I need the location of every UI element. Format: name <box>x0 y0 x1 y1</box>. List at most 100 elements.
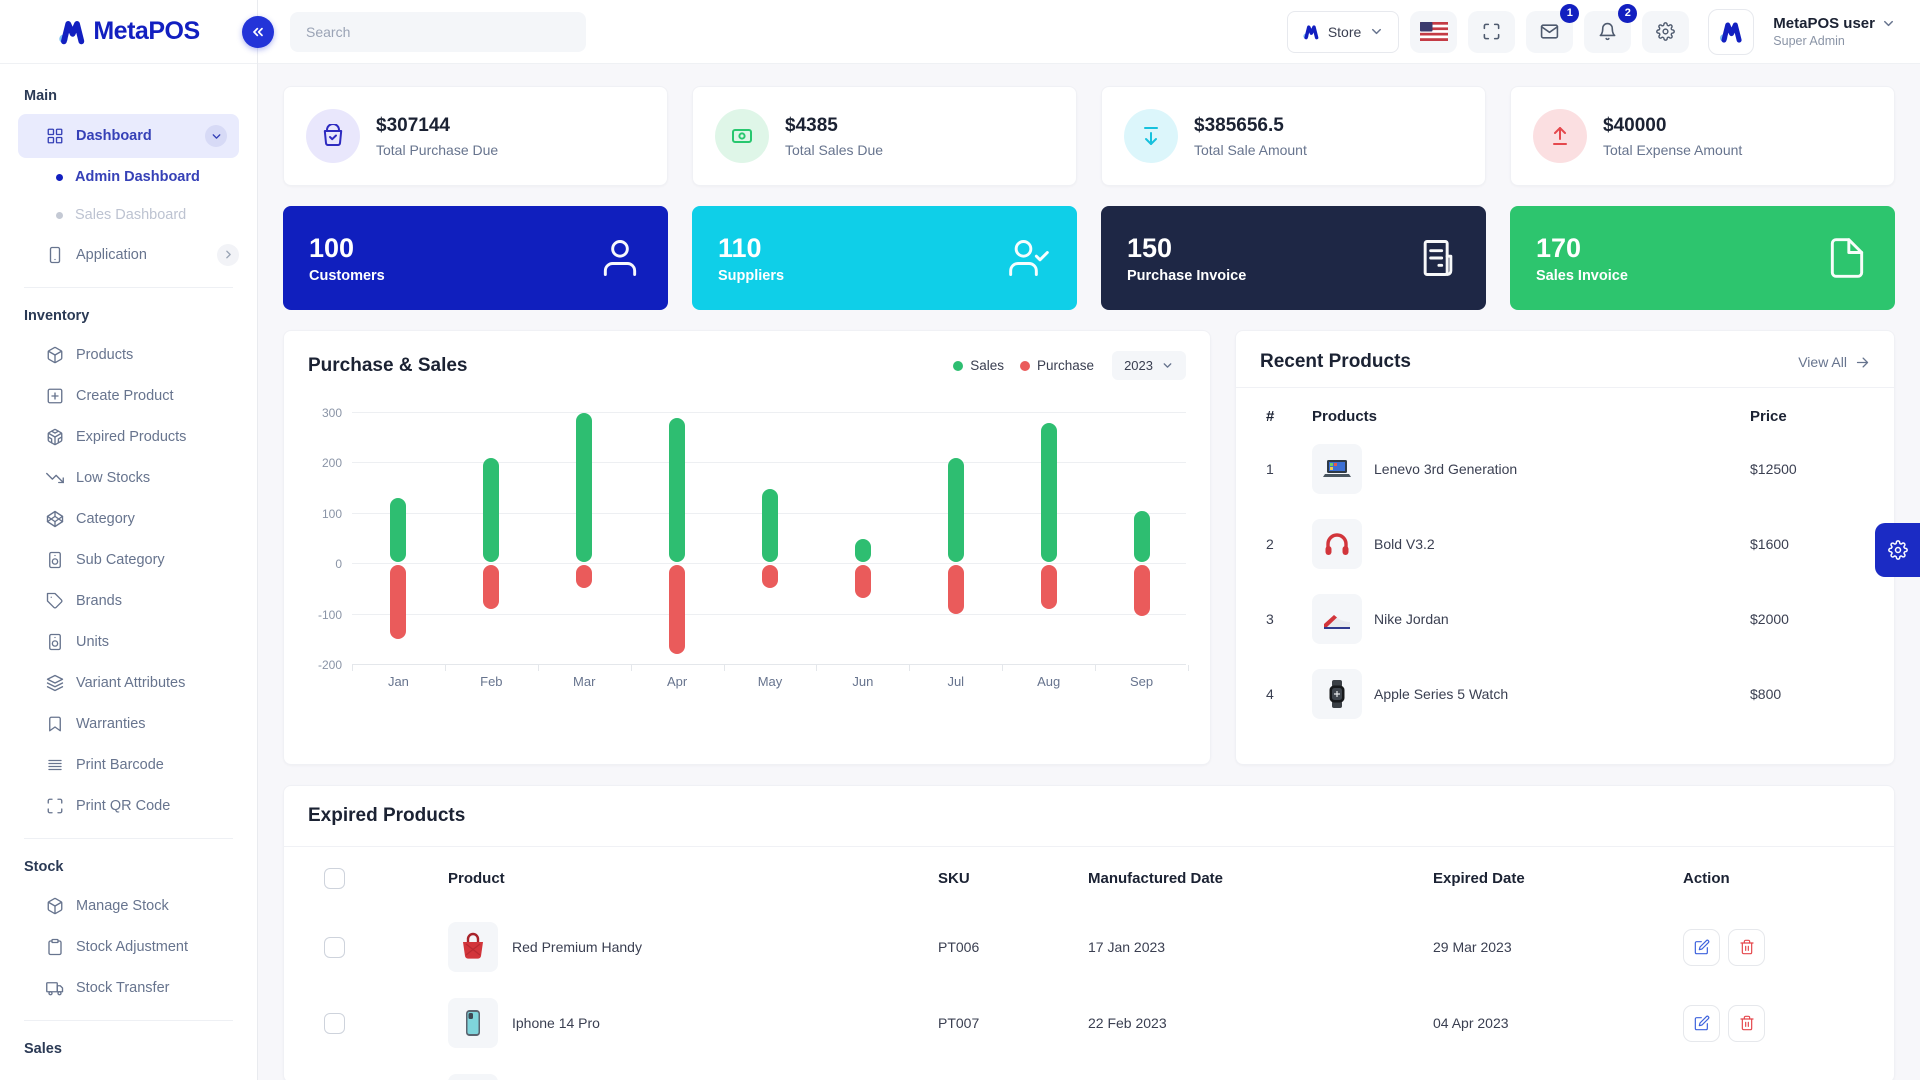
chart-x-tick-label: Aug <box>1037 674 1061 689</box>
sidebar-item-stock-transfer[interactable]: Stock Transfer <box>0 967 257 1008</box>
counter-value: 110 <box>718 232 762 263</box>
product-name[interactable]: Red Premium Handy <box>512 939 642 955</box>
product-price: $2000 <box>1750 610 1789 627</box>
sidebar-collapse-button[interactable] <box>242 16 274 48</box>
recent-product-index: 4 <box>1266 685 1274 702</box>
store-selector-button[interactable]: Store <box>1286 10 1400 53</box>
sidebar-item-manage-stock[interactable]: Manage Stock <box>0 885 257 926</box>
sidebar-item-variant-attributes[interactable]: Variant Attributes <box>0 662 257 703</box>
user-name: MetaPOS user <box>1773 15 1875 32</box>
row-checkbox[interactable] <box>324 936 345 958</box>
recent-products-title: Recent Products <box>1260 351 1411 372</box>
brand-logo-icon <box>57 17 87 47</box>
language-flag-button[interactable] <box>1410 10 1458 53</box>
sidebar-item-label: Units <box>76 633 110 650</box>
delete-button[interactable] <box>1728 928 1765 966</box>
sidebar-item-create-product[interactable]: Create Product <box>0 375 257 416</box>
chart-x-tick-label: May <box>757 674 783 689</box>
down-line-icon <box>1124 109 1178 163</box>
purchase-bar-jul <box>947 564 964 614</box>
stat-value: $307144 <box>376 114 450 136</box>
stat-card-total-sales-due: $4385 Total Sales Due <box>692 86 1077 186</box>
sidebar-divider <box>24 838 233 839</box>
sidebar-item-category[interactable]: Category <box>0 498 257 539</box>
chart-controls: Sales Purchase 2023 <box>953 351 1186 380</box>
plus-square-icon <box>46 387 64 405</box>
chevron-down-icon <box>205 125 227 147</box>
sidebar-item-label: Stock Transfer <box>76 979 170 996</box>
chart-x-tick-label: Jul <box>947 674 965 689</box>
product-name[interactable]: Lenevo 3rd Generation <box>1374 460 1518 477</box>
edit-button[interactable] <box>1683 928 1720 966</box>
counter-label: Customers <box>309 267 385 284</box>
user-avatar[interactable] <box>1708 8 1755 55</box>
stat-card-total-expense-amount: $40000 Total Expense Amount <box>1510 86 1895 186</box>
legend-item-sales[interactable]: Sales <box>953 358 1004 373</box>
recent-product-index: 1 <box>1266 460 1274 477</box>
product-name[interactable]: Nike Jordan <box>1374 610 1449 627</box>
sidebar-subitem-sales-dashboard[interactable]: Sales Dashboard <box>0 196 257 234</box>
bookmark-icon <box>46 715 64 733</box>
truck-icon <box>46 979 64 997</box>
product-name[interactable]: Bold V3.2 <box>1374 535 1435 552</box>
legend-item-purchase[interactable]: Purchase <box>1020 358 1094 373</box>
sidebar-item-application[interactable]: Application <box>0 234 257 275</box>
sidebar-divider <box>24 287 233 288</box>
view-all-label: View All <box>1798 354 1847 370</box>
notifications-button[interactable]: 2 <box>1584 3 1638 53</box>
year-filter-select[interactable]: 2023 <box>1112 351 1186 380</box>
chart-x-tick-label: Mar <box>573 674 596 689</box>
delete-button[interactable] <box>1728 1004 1765 1042</box>
settings-button[interactable] <box>1642 10 1690 53</box>
sidebar-item-warranties[interactable]: Warranties <box>0 703 257 744</box>
sales-bar-sep <box>1133 511 1150 562</box>
product-image <box>448 922 498 972</box>
sidebar-item-brands[interactable]: Brands <box>0 580 257 621</box>
messages-button[interactable]: 1 <box>1526 3 1580 53</box>
sidebar-item-stock-adjustment[interactable]: Stock Adjustment <box>0 926 257 967</box>
fullscreen-button[interactable] <box>1468 10 1516 53</box>
stat-cards: $307144 Total Purchase Due $4385 Total S… <box>283 86 1895 186</box>
view-all-link[interactable]: View All <box>1798 354 1870 370</box>
package-icon <box>46 897 64 915</box>
theme-settings-button[interactable] <box>1875 523 1920 577</box>
select-all-checkbox[interactable] <box>324 867 345 889</box>
counter-card-purchase-invoice: 150 Purchase Invoice <box>1101 206 1486 310</box>
main-content: $307144 Total Purchase Due $4385 Total S… <box>258 64 1920 1080</box>
speaker-icon <box>46 633 64 651</box>
row-checkbox[interactable] <box>324 1012 345 1034</box>
sidebar-item-products[interactable]: Products <box>0 334 257 375</box>
product-image <box>1312 443 1362 494</box>
sidebar-item-dashboard[interactable]: Dashboard <box>18 114 239 158</box>
sidebar-item-print-qr-code[interactable]: Print QR Code <box>0 785 257 826</box>
chart-gridline <box>352 412 1186 413</box>
product-image <box>1312 668 1362 719</box>
expired-products-column-header: Expired Date <box>1433 869 1525 887</box>
sidebar-subitem-admin-dashboard[interactable]: Admin Dashboard <box>0 158 257 196</box>
purchase-bar-may <box>762 564 778 589</box>
user-menu[interactable]: MetaPOS user Super Admin <box>1773 15 1896 48</box>
product-name[interactable]: Iphone 14 Pro <box>512 1015 600 1031</box>
product-name[interactable]: Apple Series 5 Watch <box>1374 685 1509 702</box>
counter-cards: 100 Customers 110 Suppliers 150 Purchase… <box>283 206 1895 310</box>
store-logo-icon <box>1302 23 1320 41</box>
sidebar-item-sub-category[interactable]: Sub Category <box>0 539 257 580</box>
sidebar-item-low-stocks[interactable]: Low Stocks <box>0 457 257 498</box>
search-box <box>290 11 586 52</box>
product-image <box>1312 518 1362 569</box>
chart-x-tick-label: Jan <box>387 674 409 689</box>
sidebar-item-label: Manage Stock <box>76 897 169 914</box>
search-input[interactable] <box>290 11 586 52</box>
chart-x-axis <box>352 664 1189 671</box>
chart-y-tick-label: -200 <box>317 658 342 672</box>
chart-x-tick-label: Jun <box>852 674 874 689</box>
expired-product-row: Red Premium Handy PT006 17 Jan 2023 29 M… <box>284 909 1894 985</box>
recent-product-index: 3 <box>1266 610 1274 627</box>
sidebar-item-units[interactable]: Units <box>0 621 257 662</box>
edit-button[interactable] <box>1683 1004 1720 1042</box>
recent-product-index: 2 <box>1266 535 1274 552</box>
chart-y-tick-label: 200 <box>321 456 342 471</box>
sidebar-item-expired-products[interactable]: Expired Products <box>0 416 257 457</box>
sidebar-item-print-barcode[interactable]: Print Barcode <box>0 744 257 785</box>
product-image <box>1312 593 1362 644</box>
